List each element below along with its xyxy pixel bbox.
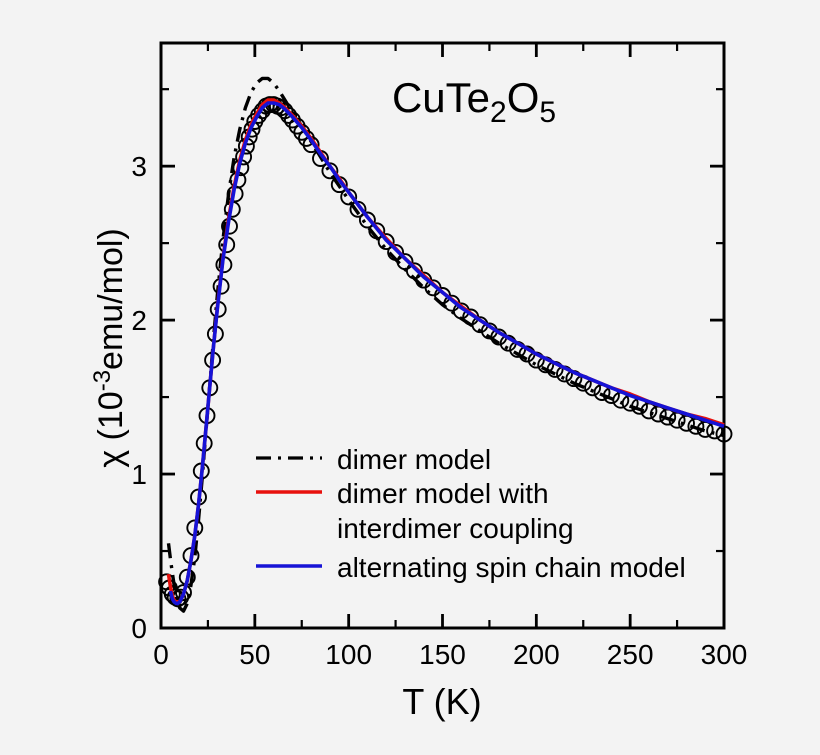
data-point-circle	[169, 590, 187, 608]
legend-label-interdimer-model-line2: interdimer coupling	[337, 513, 574, 544]
series-layer	[158, 76, 733, 613]
curve-alternating-spin-chain-model	[168, 101, 725, 606]
x-tick-label: 0	[153, 639, 169, 670]
curve-dimer-model	[166, 76, 725, 613]
data-point-circle	[377, 233, 395, 251]
y-axis-title: χ (10-3​emu/mol)	[89, 228, 130, 467]
legend-label-dimer-model: dimer model	[337, 444, 491, 475]
y-tick-label: 2	[131, 305, 147, 336]
x-tick-label: 150	[419, 639, 466, 670]
legend-label-alternating-chain-model: alternating spin chain model	[337, 552, 686, 583]
data-point-circle	[358, 211, 376, 229]
x-tick-label: 300	[701, 639, 748, 670]
y-tick-label: 3	[131, 151, 147, 182]
x-tick-label: 50	[239, 639, 270, 670]
legend: dimer model dimer model with interdimer …	[256, 444, 686, 583]
x-tick-labels: 0 50 100 150 200 250 300	[153, 639, 747, 670]
chart-title: CuTe2​O5​	[392, 74, 556, 129]
x-tick-label: 250	[607, 639, 654, 670]
axis-ticks	[159, 43, 726, 630]
data-point-circle	[280, 106, 298, 124]
data-point-circle	[175, 584, 192, 602]
y-tick-labels: 0 1 2 3	[131, 151, 147, 644]
legend-label-interdimer-model-line1: dimer model with	[337, 478, 549, 509]
x-axis-title: T (K)	[402, 681, 481, 722]
y-tick-label: 1	[131, 459, 147, 490]
data-point-circle	[715, 425, 733, 443]
x-tick-label: 200	[513, 639, 560, 670]
y-tick-label: 0	[131, 613, 147, 644]
x-tick-label: 100	[325, 639, 372, 670]
